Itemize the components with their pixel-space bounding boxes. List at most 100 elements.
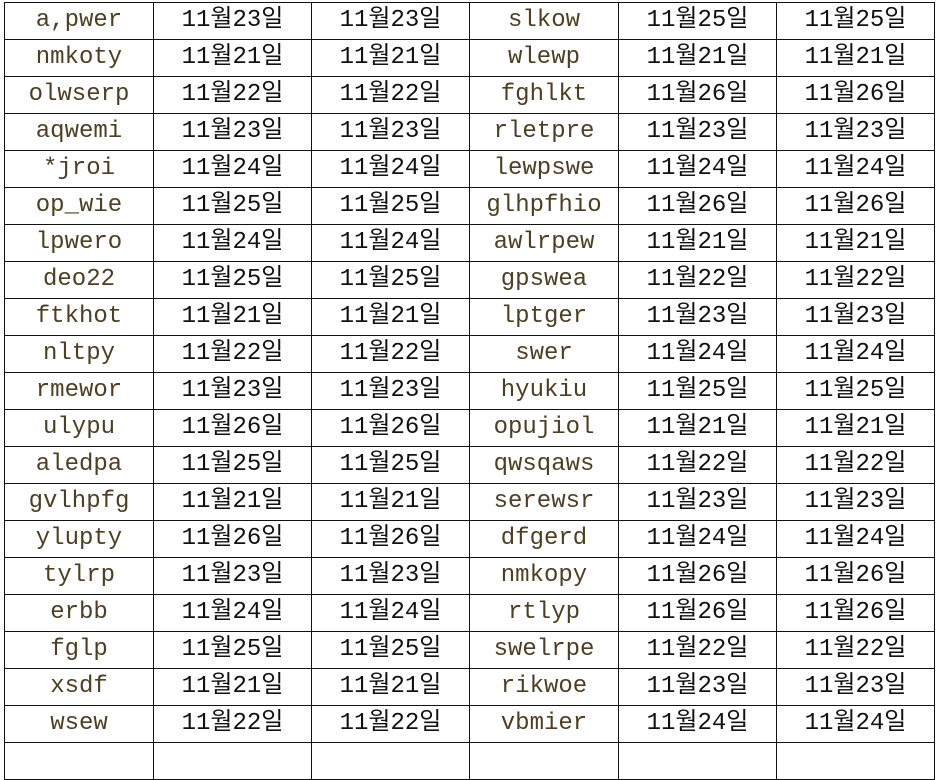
date-cell[interactable]: 11월23일 [776, 668, 935, 706]
name-cell[interactable]: deo22 [4, 261, 154, 299]
name-cell[interactable]: gpswea [469, 261, 619, 299]
date-cell[interactable]: 11월24일 [618, 520, 777, 558]
date-cell[interactable]: 11월24일 [776, 150, 935, 188]
date-cell[interactable]: 11월22일 [618, 261, 777, 299]
name-cell[interactable]: rikwoe [469, 668, 619, 706]
date-cell[interactable] [776, 742, 935, 780]
date-cell[interactable]: 11월26일 [618, 557, 777, 595]
date-cell[interactable]: 11월24일 [776, 520, 935, 558]
name-cell[interactable]: wlewp [469, 39, 619, 77]
name-cell[interactable]: nltpy [4, 335, 154, 373]
date-cell[interactable]: 11월23일 [311, 113, 470, 151]
name-cell[interactable]: gvlhpfg [4, 483, 154, 521]
date-cell[interactable]: 11월26일 [153, 409, 312, 447]
date-cell[interactable]: 11월26일 [311, 409, 470, 447]
date-cell[interactable]: 11월26일 [618, 76, 777, 114]
date-cell[interactable]: 11월25일 [153, 187, 312, 225]
name-cell[interactable]: awlrpew [469, 224, 619, 262]
name-cell[interactable]: serewsr [469, 483, 619, 521]
date-cell[interactable] [311, 742, 470, 780]
date-cell[interactable]: 11월25일 [311, 631, 470, 669]
date-cell[interactable]: 11월22일 [618, 631, 777, 669]
name-cell[interactable] [4, 742, 154, 780]
date-cell[interactable]: 11월21일 [618, 409, 777, 447]
name-cell[interactable]: fglp [4, 631, 154, 669]
date-cell[interactable]: 11월21일 [153, 298, 312, 336]
date-cell[interactable]: 11월26일 [776, 187, 935, 225]
date-cell[interactable]: 11월24일 [776, 335, 935, 373]
date-cell[interactable]: 11월24일 [153, 594, 312, 632]
date-cell[interactable]: 11월25일 [153, 631, 312, 669]
date-cell[interactable]: 11월25일 [311, 446, 470, 484]
date-cell[interactable]: 11월23일 [311, 372, 470, 410]
date-cell[interactable]: 11월21일 [153, 39, 312, 77]
date-cell[interactable]: 11월21일 [311, 668, 470, 706]
date-cell[interactable]: 11월22일 [776, 631, 935, 669]
name-cell[interactable]: lpwero [4, 224, 154, 262]
date-cell[interactable]: 11월23일 [153, 557, 312, 595]
date-cell[interactable] [618, 742, 777, 780]
date-cell[interactable]: 11월23일 [618, 113, 777, 151]
name-cell[interactable]: nmkoty [4, 39, 154, 77]
date-cell[interactable]: 11월21일 [311, 298, 470, 336]
name-cell[interactable]: nmkopy [469, 557, 619, 595]
name-cell[interactable]: xsdf [4, 668, 154, 706]
date-cell[interactable]: 11월21일 [618, 224, 777, 262]
date-cell[interactable]: 11월21일 [776, 39, 935, 77]
date-cell[interactable]: 11월25일 [311, 261, 470, 299]
name-cell[interactable]: rtlyp [469, 594, 619, 632]
date-cell[interactable]: 11월24일 [618, 335, 777, 373]
date-cell[interactable]: 11월24일 [311, 224, 470, 262]
date-cell[interactable]: 11월24일 [311, 150, 470, 188]
date-cell[interactable]: 11월25일 [311, 187, 470, 225]
date-cell[interactable]: 11월22일 [618, 446, 777, 484]
date-cell[interactable]: 11월23일 [153, 113, 312, 151]
name-cell[interactable]: a,pwer [4, 2, 154, 40]
name-cell[interactable]: ylupty [4, 520, 154, 558]
name-cell[interactable]: aqwemi [4, 113, 154, 151]
name-cell[interactable]: swer [469, 335, 619, 373]
name-cell[interactable]: opujiol [469, 409, 619, 447]
name-cell[interactable]: swelrpe [469, 631, 619, 669]
date-cell[interactable]: 11월24일 [311, 594, 470, 632]
date-cell[interactable]: 11월21일 [618, 39, 777, 77]
date-cell[interactable]: 11월22일 [153, 76, 312, 114]
date-cell[interactable]: 11월26일 [618, 594, 777, 632]
name-cell[interactable]: ftkhot [4, 298, 154, 336]
date-cell[interactable]: 11월22일 [311, 335, 470, 373]
date-cell[interactable]: 11월26일 [776, 557, 935, 595]
date-cell[interactable]: 11월25일 [776, 372, 935, 410]
date-cell[interactable]: 11월25일 [618, 2, 777, 40]
date-cell[interactable]: 11월23일 [153, 2, 312, 40]
date-cell[interactable]: 11월23일 [618, 298, 777, 336]
name-cell[interactable]: glhpfhio [469, 187, 619, 225]
name-cell[interactable]: fghlkt [469, 76, 619, 114]
date-cell[interactable]: 11월21일 [153, 483, 312, 521]
date-cell[interactable]: 11월21일 [776, 409, 935, 447]
name-cell[interactable]: vbmier [469, 705, 619, 743]
date-cell[interactable]: 11월23일 [311, 2, 470, 40]
date-cell[interactable]: 11월26일 [618, 187, 777, 225]
name-cell[interactable]: rmewor [4, 372, 154, 410]
name-cell[interactable]: hyukiu [469, 372, 619, 410]
name-cell[interactable]: slkow [469, 2, 619, 40]
date-cell[interactable]: 11월25일 [153, 261, 312, 299]
name-cell[interactable]: wsew [4, 705, 154, 743]
date-cell[interactable]: 11월21일 [153, 668, 312, 706]
name-cell[interactable]: erbb [4, 594, 154, 632]
date-cell[interactable]: 11월23일 [776, 298, 935, 336]
date-cell[interactable]: 11월26일 [153, 520, 312, 558]
name-cell[interactable]: dfgerd [469, 520, 619, 558]
date-cell[interactable]: 11월25일 [618, 372, 777, 410]
date-cell[interactable]: 11월23일 [776, 483, 935, 521]
name-cell[interactable] [469, 742, 619, 780]
date-cell[interactable]: 11월24일 [618, 150, 777, 188]
name-cell[interactable]: qwsqaws [469, 446, 619, 484]
date-cell[interactable]: 11월21일 [311, 39, 470, 77]
date-cell[interactable]: 11월21일 [311, 483, 470, 521]
date-cell[interactable]: 11월26일 [776, 594, 935, 632]
name-cell[interactable]: ulypu [4, 409, 154, 447]
date-cell[interactable]: 11월26일 [776, 76, 935, 114]
name-cell[interactable]: aledpa [4, 446, 154, 484]
date-cell[interactable]: 11월23일 [618, 668, 777, 706]
